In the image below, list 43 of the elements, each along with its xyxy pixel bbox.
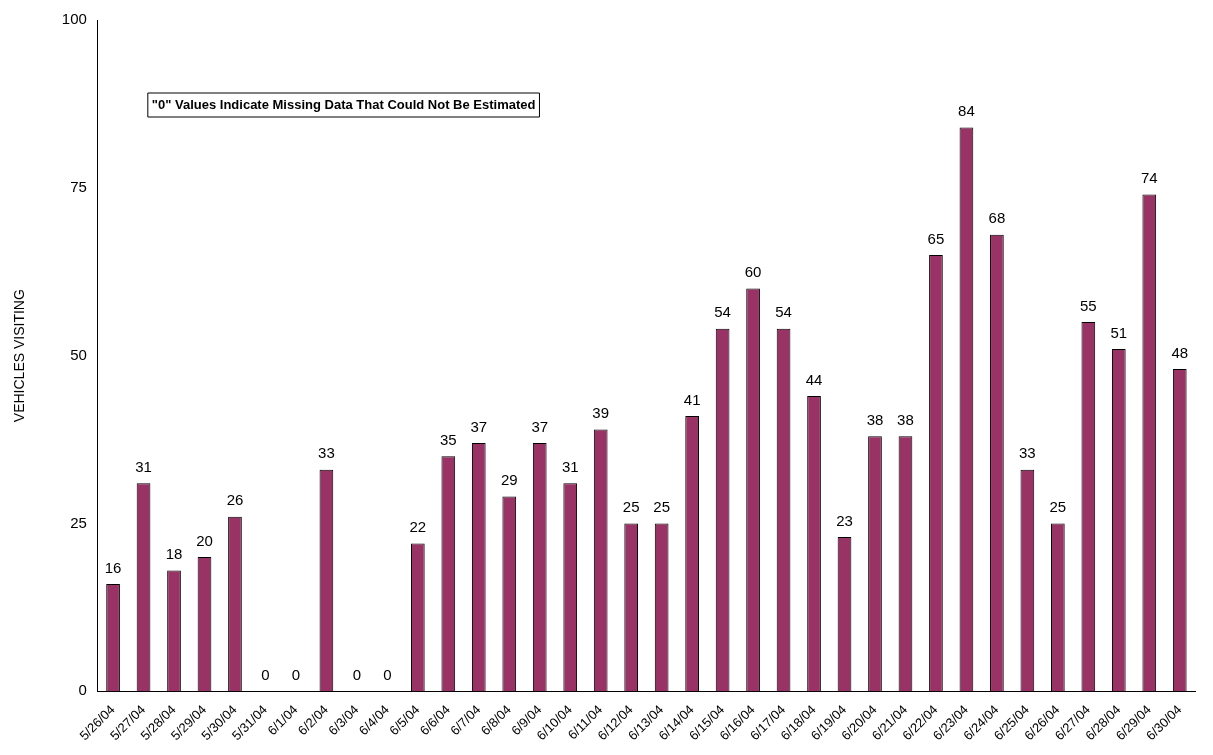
data-label: 26	[226, 491, 244, 509]
data-label: 84	[958, 102, 975, 120]
data-label: 44	[805, 370, 823, 388]
data-label: 37	[531, 417, 549, 435]
data-label: 74	[1140, 169, 1158, 187]
data-label: 31	[135, 457, 152, 475]
data-label: 41	[683, 390, 701, 408]
data-label: 51	[1110, 323, 1128, 341]
data-label: 20	[196, 531, 213, 549]
data-label: 54	[775, 303, 792, 321]
data-label: 38	[897, 410, 914, 428]
data-label: 25	[622, 498, 640, 516]
data-label: 25	[653, 498, 670, 516]
data-label: 0	[261, 665, 270, 683]
data-label: 33	[1019, 444, 1036, 462]
data-label: 48	[1171, 343, 1189, 361]
data-label: 39	[592, 404, 610, 422]
data-label: 0	[291, 665, 301, 683]
data-label: 23	[836, 511, 853, 529]
data-label: 16	[104, 558, 122, 576]
data-label: 22	[409, 518, 427, 536]
data-label: 54	[714, 303, 731, 321]
data-label: 38	[866, 410, 884, 428]
y-tick-label: 50	[70, 345, 87, 363]
annotation: "0" Values Indicate Missing Data That Could Not Be Estimated	[151, 96, 536, 112]
data-label: 55	[1079, 296, 1097, 314]
y-tick-label: 100	[61, 10, 87, 28]
data-label: 0	[383, 665, 392, 683]
y-tick-label: 75	[70, 177, 87, 195]
data-label: 35	[439, 430, 457, 448]
data-label: 25	[1049, 498, 1067, 516]
data-label: 29	[500, 471, 518, 489]
data-label: 65	[927, 229, 945, 247]
data-label: 0	[352, 665, 362, 683]
data-label: 60	[744, 263, 762, 281]
y-tick-label: 25	[70, 513, 87, 531]
y-tick-label: 0	[78, 681, 87, 699]
data-label: 33	[318, 444, 335, 462]
data-label: 18	[165, 545, 183, 563]
data-label: 31	[561, 457, 579, 475]
data-label: 37	[470, 417, 488, 435]
y-axis-title: VEHICLES VISITING	[11, 289, 28, 423]
data-label: 68	[988, 209, 1006, 227]
